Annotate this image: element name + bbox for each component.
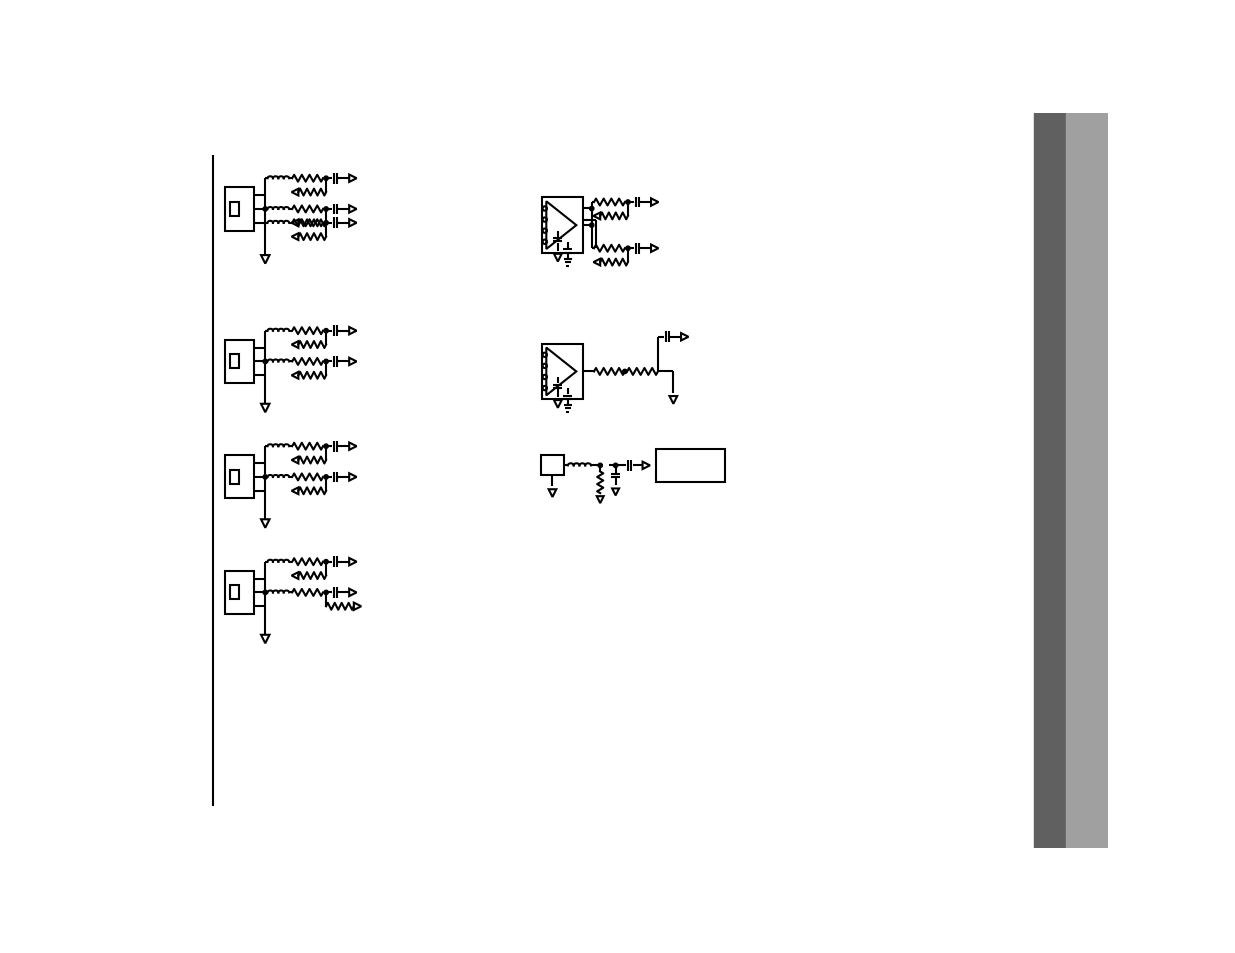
Bar (1066, 114, 1108, 848)
Circle shape (324, 560, 329, 564)
Circle shape (598, 464, 603, 468)
Circle shape (324, 444, 329, 449)
Circle shape (324, 591, 329, 595)
Bar (225, 188, 254, 232)
Bar (230, 355, 240, 369)
Bar (225, 571, 254, 615)
Bar (225, 340, 254, 383)
Circle shape (324, 476, 329, 479)
Bar (1034, 114, 1066, 848)
Circle shape (324, 208, 329, 212)
Circle shape (626, 201, 630, 205)
Circle shape (324, 177, 329, 181)
Bar (541, 456, 564, 476)
Circle shape (614, 464, 618, 468)
Circle shape (626, 247, 630, 252)
Circle shape (324, 360, 329, 364)
Bar (542, 344, 583, 399)
Bar (542, 198, 583, 253)
Bar (656, 450, 725, 482)
Circle shape (324, 329, 329, 334)
Circle shape (263, 591, 268, 595)
Circle shape (263, 208, 268, 212)
Circle shape (263, 360, 268, 364)
Circle shape (263, 476, 268, 479)
Circle shape (622, 370, 627, 375)
Circle shape (324, 221, 329, 226)
Bar (230, 471, 240, 484)
Circle shape (589, 224, 594, 228)
Bar (230, 203, 240, 216)
Circle shape (589, 207, 594, 212)
Bar (230, 586, 240, 599)
Bar (225, 456, 254, 499)
